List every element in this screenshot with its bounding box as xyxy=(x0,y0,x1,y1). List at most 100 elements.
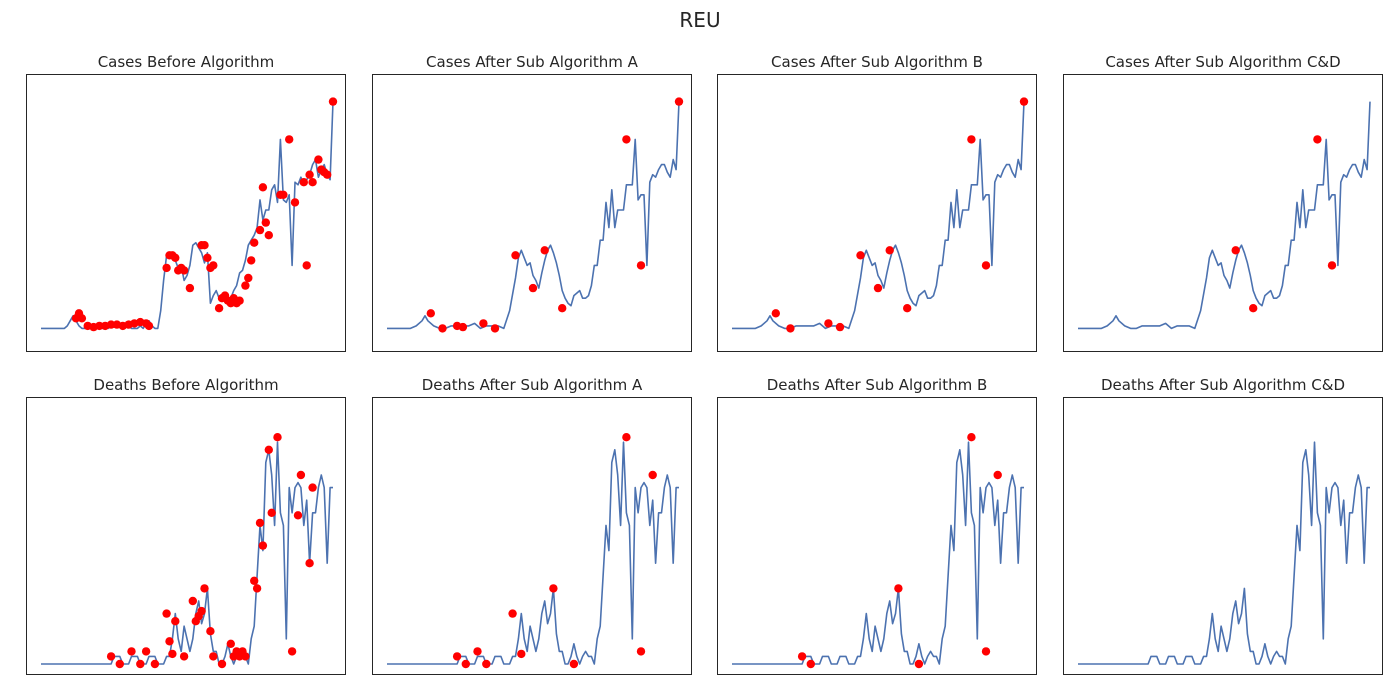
plot-area-deaths-after-sub-algorithm-a xyxy=(387,433,679,669)
plot-area-deaths-after-sub-algorithm-candd xyxy=(1078,441,1370,665)
anomaly-marker xyxy=(200,241,209,250)
anomaly-marker xyxy=(479,319,488,328)
anomaly-marker xyxy=(894,584,903,593)
anomaly-marker xyxy=(226,639,235,648)
anomaly-marker xyxy=(967,433,976,442)
anomaly-marker xyxy=(1231,246,1240,255)
series-line xyxy=(1078,101,1371,330)
plot-area-deaths-after-sub-algorithm-b xyxy=(732,433,1024,669)
anomaly-marker xyxy=(806,659,815,669)
anomaly-marker xyxy=(1249,304,1258,313)
anomaly-marker xyxy=(674,97,684,106)
anomaly-marker xyxy=(206,627,215,636)
anomaly-marker xyxy=(115,659,125,669)
series-line xyxy=(387,101,680,330)
anomaly-marker xyxy=(179,652,189,661)
panel-deaths-after-sub-algorithm-b xyxy=(717,397,1037,675)
anomaly-marker xyxy=(452,652,462,661)
anomaly-marker xyxy=(197,606,206,616)
panel-deaths-before-algorithm xyxy=(26,397,346,675)
anomaly-marker xyxy=(106,320,116,329)
anomaly-marker xyxy=(540,246,549,255)
plot-area-cases-after-sub-algorithm-candd xyxy=(1078,101,1371,330)
anomaly-marker xyxy=(308,178,317,187)
anomaly-marker xyxy=(771,309,780,318)
anomaly-marker xyxy=(482,659,491,669)
panel-deaths-after-sub-algorithm-candd xyxy=(1063,397,1383,675)
anomaly-marker xyxy=(508,609,517,618)
anomaly-marker xyxy=(255,225,265,235)
anomaly-marker xyxy=(797,652,807,661)
anomaly-marker xyxy=(264,231,273,240)
anomaly-marker xyxy=(252,584,262,593)
anomaly-marker xyxy=(328,97,338,106)
panel-cases-after-sub-algorithm-b xyxy=(717,74,1037,352)
anomaly-marker xyxy=(244,273,253,283)
anomaly-marker xyxy=(255,518,265,528)
anomaly-marker xyxy=(168,649,177,659)
anomaly-marker xyxy=(622,135,631,144)
anomaly-marker xyxy=(77,314,87,323)
anomaly-marker xyxy=(426,309,435,318)
anomaly-marker xyxy=(314,155,323,164)
anomaly-marker xyxy=(171,617,180,626)
anomaly-marker xyxy=(127,647,136,656)
anomaly-marker xyxy=(290,198,300,207)
anomaly-marker xyxy=(824,319,833,328)
anomaly-marker xyxy=(914,659,924,669)
panel-title-cases-before-algorithm: Cases Before Algorithm xyxy=(97,53,275,71)
anomaly-marker xyxy=(106,652,116,661)
anomaly-marker xyxy=(981,261,991,270)
panel-title-deaths-after-sub-algorithm-a: Deaths After Sub Algorithm A xyxy=(421,376,643,394)
anomaly-marker xyxy=(264,445,273,454)
anomaly-marker xyxy=(558,304,567,313)
anomaly-marker xyxy=(993,470,1002,480)
plot-area-cases-after-sub-algorithm-a xyxy=(387,97,684,333)
anomaly-marker xyxy=(250,576,259,585)
anomaly-marker xyxy=(323,170,332,179)
anomaly-marker xyxy=(241,652,250,661)
anomaly-marker xyxy=(209,261,218,270)
anomaly-marker xyxy=(273,433,282,442)
anomaly-marker xyxy=(981,647,991,656)
series-line xyxy=(41,441,333,665)
anomaly-marker xyxy=(171,253,180,262)
anomaly-marker xyxy=(188,596,197,606)
anomaly-marker xyxy=(967,135,976,144)
figure-title: REU xyxy=(679,8,721,32)
panel-title-deaths-after-sub-algorithm-b: Deaths After Sub Algorithm B xyxy=(766,376,988,394)
panel-title-cases-after-sub-algorithm-candd: Cases After Sub Algorithm C&D xyxy=(1105,53,1341,71)
anomaly-marker xyxy=(299,178,308,187)
anomaly-marker xyxy=(873,283,883,293)
anomaly-marker xyxy=(885,246,894,255)
anomaly-marker xyxy=(549,584,558,593)
series-line xyxy=(732,441,1024,665)
anomaly-marker xyxy=(458,322,468,332)
anomaly-marker xyxy=(622,433,631,442)
anomaly-marker xyxy=(473,647,482,656)
anomaly-marker xyxy=(165,637,174,646)
anomaly-marker xyxy=(247,256,256,265)
series-line xyxy=(732,101,1025,330)
anomaly-marker xyxy=(179,266,189,275)
anomaly-marker xyxy=(636,261,646,270)
plot-area-cases-after-sub-algorithm-b xyxy=(732,97,1029,333)
panel-cases-after-sub-algorithm-candd xyxy=(1063,74,1383,352)
panel-cases-after-sub-algorithm-a xyxy=(372,74,692,352)
anomaly-marker xyxy=(569,659,579,669)
anomaly-marker xyxy=(786,324,795,333)
anomaly-marker xyxy=(241,281,250,290)
plot-area-cases-before-algorithm xyxy=(41,97,338,332)
anomaly-marker xyxy=(461,659,470,669)
anomaly-marker xyxy=(217,659,227,669)
anomaly-marker xyxy=(203,253,212,262)
panel-title-cases-after-sub-algorithm-b: Cases After Sub Algorithm B xyxy=(771,53,983,71)
anomaly-marker xyxy=(490,324,500,333)
anomaly-marker xyxy=(528,283,538,293)
anomaly-marker xyxy=(235,296,244,305)
anomaly-marker xyxy=(856,251,865,260)
anomaly-marker xyxy=(308,483,317,492)
panel-deaths-after-sub-algorithm-a xyxy=(372,397,692,675)
anomaly-marker xyxy=(1313,135,1322,144)
anomaly-marker xyxy=(214,304,224,313)
